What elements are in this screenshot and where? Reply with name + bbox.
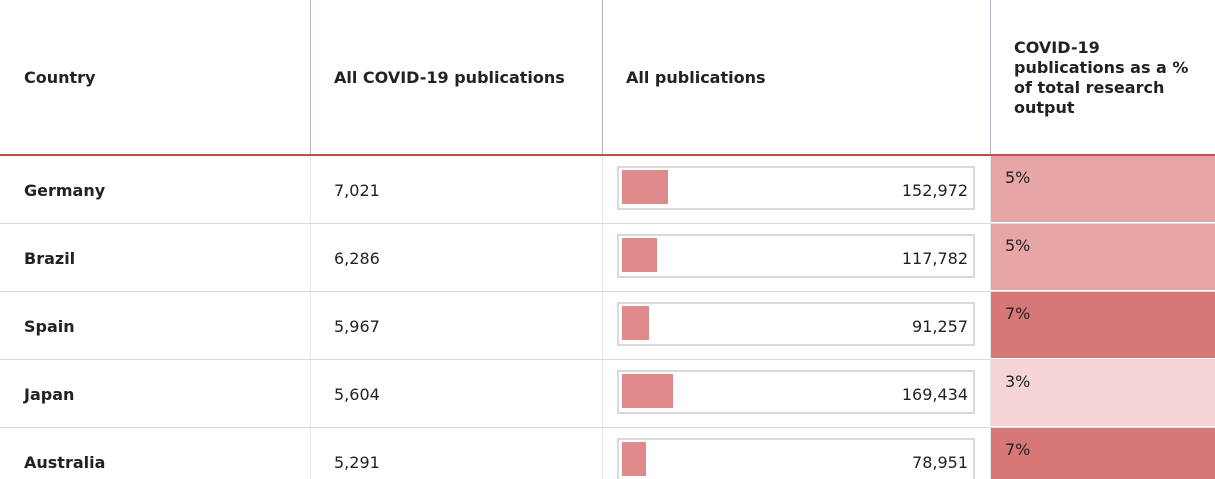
covid-cell: 7,021 — [334, 180, 380, 200]
covid-cell: 5,291 — [334, 452, 380, 472]
country-cell: Germany — [24, 180, 106, 200]
country-cell: Japan — [24, 384, 75, 404]
header-cell: All COVID-19 publications — [334, 67, 565, 87]
total-cell: 117,782 — [901, 248, 968, 268]
covid-cell: 6,286 — [334, 248, 380, 268]
percent-cell: 3% — [991, 360, 1215, 426]
header-cell: COVID-19 publications as a % of total re… — [1014, 37, 1189, 117]
percent-cell: 7% — [991, 428, 1215, 479]
data-bar — [622, 238, 658, 272]
bar-frame — [617, 370, 975, 414]
header-cell: All publications — [626, 67, 766, 87]
covid-cell: 5,604 — [334, 384, 380, 404]
country-cell: Brazil — [24, 248, 76, 268]
percent-cell: 7% — [991, 292, 1215, 358]
country-cell: Spain — [24, 316, 75, 336]
total-cell: 91,257 — [912, 316, 968, 336]
column-divider — [602, 155, 603, 479]
country-cell: Australia — [24, 452, 106, 472]
column-divider — [310, 155, 311, 479]
row-rule — [0, 359, 1215, 360]
bar-frame — [617, 302, 975, 346]
row-rule — [0, 223, 1215, 224]
column-divider — [602, 0, 603, 155]
row-rule — [0, 427, 1215, 428]
data-bar — [622, 306, 650, 340]
covid-cell: 5,967 — [334, 316, 380, 336]
header-rule — [0, 154, 1215, 156]
bar-frame — [617, 234, 975, 278]
total-cell: 169,434 — [901, 384, 968, 404]
total-cell: 152,972 — [901, 180, 968, 200]
percent-cell: 5% — [991, 224, 1215, 290]
header-cell: Country — [24, 67, 96, 87]
row-rule — [0, 291, 1215, 292]
data-bar — [622, 442, 646, 476]
column-divider — [990, 0, 991, 155]
data-bar — [622, 374, 673, 408]
bar-frame — [617, 438, 975, 479]
column-divider — [310, 0, 311, 155]
bar-frame — [617, 166, 975, 210]
percent-cell: 5% — [991, 156, 1215, 222]
total-cell: 78,951 — [912, 452, 968, 472]
column-divider — [990, 155, 991, 479]
data-bar — [622, 170, 668, 204]
